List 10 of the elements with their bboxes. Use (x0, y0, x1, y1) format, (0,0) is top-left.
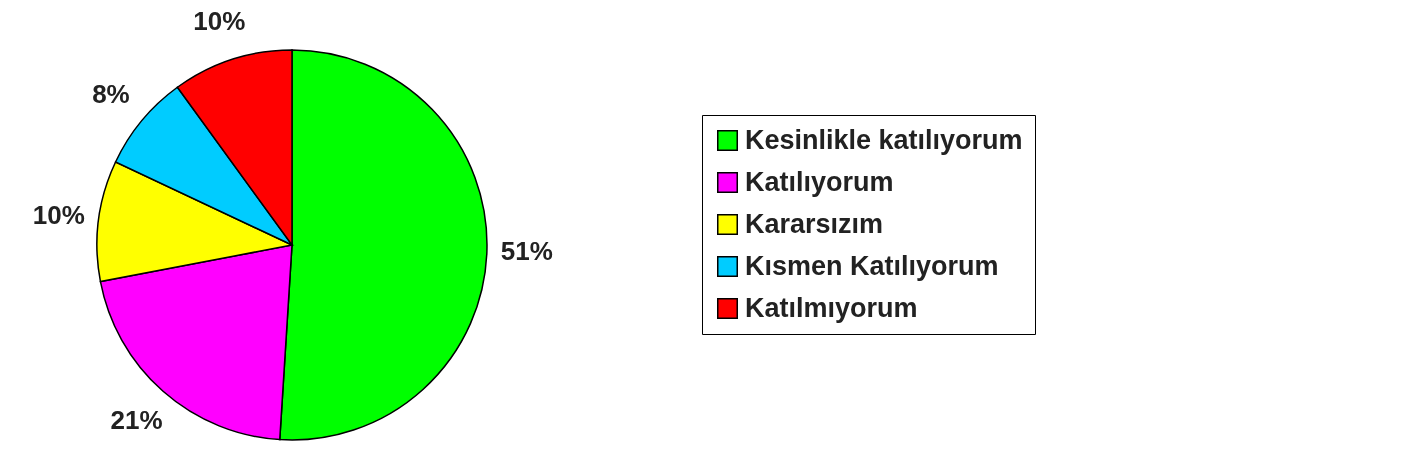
legend-label: Kısmen Katılıyorum (745, 250, 999, 281)
data-label: 10% (193, 5, 246, 36)
legend-label: Kararsızım (745, 208, 884, 239)
data-label: 10% (32, 199, 85, 230)
data-label: 8% (92, 79, 130, 110)
data-label: 51% (500, 236, 553, 267)
legend-label: Katılmıyorum (745, 292, 918, 323)
legend-label: Kesinlikle katılıyorum (745, 124, 1023, 155)
legend-label: Katılıyorum (745, 166, 894, 197)
data-label: 21% (110, 405, 163, 436)
